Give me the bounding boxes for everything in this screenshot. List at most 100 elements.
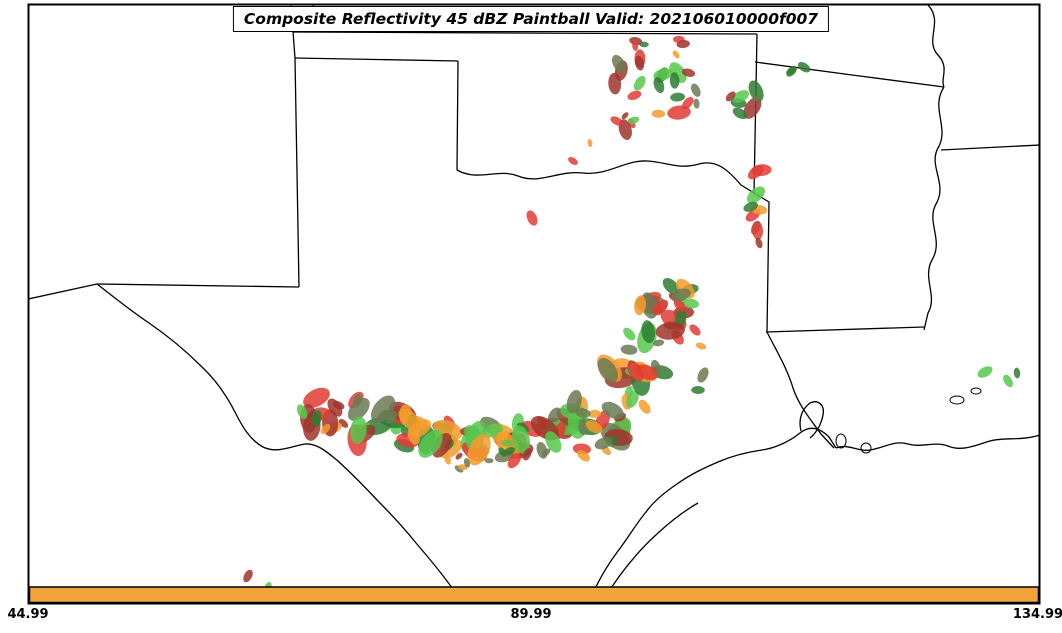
- paintball: [653, 299, 669, 315]
- paintball: [608, 72, 622, 95]
- paintball: [545, 431, 562, 453]
- paintball: [332, 400, 345, 410]
- paintball: [676, 40, 690, 49]
- paintball: [601, 401, 624, 420]
- state-border-us-mexico-west: [29, 283, 98, 300]
- paintball: [627, 116, 640, 125]
- paintball: [568, 157, 578, 165]
- paintball: [797, 61, 811, 73]
- paintball: [311, 410, 322, 427]
- lake: [860, 442, 872, 454]
- paintball: [320, 424, 331, 434]
- paintball: [542, 448, 551, 457]
- map-frame: [27, 3, 1041, 605]
- paintball: [651, 109, 666, 118]
- paintball: [594, 437, 613, 450]
- paintball: [655, 322, 685, 340]
- paintball: [670, 92, 685, 102]
- lake: [970, 387, 982, 395]
- state-border-galveston-bay: [799, 401, 824, 439]
- paintball: [669, 72, 680, 89]
- paintball: [623, 327, 636, 341]
- paintball: [632, 40, 639, 51]
- paintball: [350, 416, 367, 444]
- paintball: [303, 387, 330, 408]
- paintball: [370, 395, 396, 423]
- paintball: [681, 68, 696, 77]
- paintball: [620, 344, 638, 355]
- state-border-tx-la-sabine: [766, 331, 835, 449]
- state-border-ar-mo: [754, 61, 945, 88]
- paintball: [577, 450, 590, 462]
- paintball: [635, 364, 658, 381]
- paintball: [522, 448, 532, 461]
- paintball: [671, 288, 691, 302]
- paintball: [634, 295, 647, 316]
- paintball: [743, 201, 758, 212]
- paintball: [638, 399, 651, 414]
- paintball: [748, 80, 764, 102]
- paintball: [585, 420, 603, 434]
- state-border-tx-panhandle-east: [456, 60, 459, 171]
- state-border-tn-ms: [940, 144, 1039, 151]
- x-tick-right: 134.99: [1012, 607, 1062, 622]
- paintball: [641, 320, 656, 344]
- paintball: [747, 165, 764, 180]
- paintball-blobs: [243, 35, 1021, 593]
- paintball: [977, 366, 993, 378]
- paintball: [633, 75, 646, 91]
- paintball: [611, 54, 627, 73]
- paintball: [512, 425, 530, 454]
- state-border-ar-la: [765, 326, 925, 333]
- state-border-barrier-islands: [603, 502, 699, 600]
- x-tick-left: 44.99: [7, 607, 49, 622]
- paintball: [243, 569, 253, 583]
- paintball: [409, 419, 432, 438]
- map-title: Composite Reflectivity 45 dBZ Paintball …: [232, 6, 830, 32]
- paintball: [578, 418, 589, 436]
- paintball: [629, 36, 643, 46]
- paintball: [597, 357, 618, 383]
- paintball: [418, 429, 443, 458]
- state-borders: [29, 5, 1039, 603]
- state-border-mississippi-river-north: [927, 5, 945, 88]
- paintball: [653, 339, 665, 347]
- paintball: [547, 407, 561, 423]
- paintball: [682, 97, 694, 110]
- lake: [835, 433, 847, 449]
- paintball: [691, 385, 705, 395]
- paintball: [587, 138, 593, 148]
- paintball: [503, 447, 515, 456]
- paintball: [572, 443, 591, 455]
- paintball: [690, 83, 701, 97]
- lake: [949, 395, 965, 405]
- paintball: [746, 186, 766, 204]
- paintball: [697, 367, 709, 383]
- paintball: [1013, 367, 1021, 379]
- paintball: [296, 404, 308, 420]
- state-border-nm-east: [290, 5, 300, 288]
- paintball: [587, 409, 602, 418]
- paintball: [457, 464, 468, 471]
- paintball: [621, 112, 629, 120]
- paintball: [634, 55, 645, 71]
- paintball: [695, 342, 707, 350]
- paintball: [610, 116, 623, 126]
- state-border-tx-nm-south: [96, 283, 300, 288]
- paintball: [444, 454, 452, 465]
- paintball: [566, 390, 582, 414]
- state-border-gulf-coast-la: [835, 434, 1039, 451]
- paintball: [347, 397, 370, 421]
- paintball: [627, 90, 642, 101]
- paintball: [463, 458, 471, 468]
- state-border-ok-panhandle-south: [294, 57, 459, 62]
- state-border-mississippi-river: [923, 86, 945, 331]
- paintball: [507, 453, 522, 469]
- paintball: [501, 439, 513, 447]
- paintball: [743, 97, 762, 119]
- paintball: [786, 65, 797, 77]
- paintball: [575, 408, 591, 418]
- state-border-rio-grande: [96, 283, 462, 603]
- state-border-ok-north: [292, 31, 758, 35]
